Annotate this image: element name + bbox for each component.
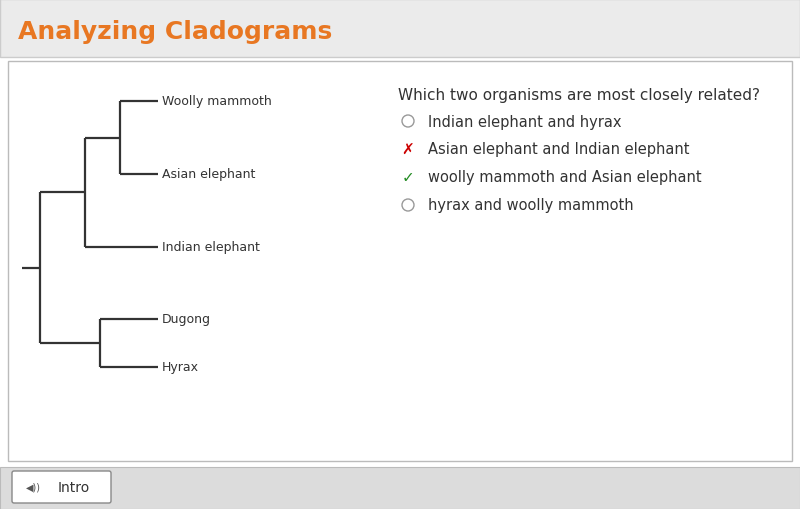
Text: Hyrax: Hyrax (162, 361, 199, 374)
FancyBboxPatch shape (0, 0, 800, 58)
Text: ✗: ✗ (402, 142, 414, 157)
Text: ◀)): ◀)) (26, 482, 41, 492)
Text: Asian elephant and Indian elephant: Asian elephant and Indian elephant (428, 142, 690, 157)
Text: Indian elephant and hyrax: Indian elephant and hyrax (428, 115, 622, 129)
FancyBboxPatch shape (8, 62, 792, 461)
Text: Analyzing Cladograms: Analyzing Cladograms (18, 20, 332, 44)
Text: woolly mammoth and Asian elephant: woolly mammoth and Asian elephant (428, 170, 702, 185)
Text: ✓: ✓ (402, 170, 414, 185)
Text: hyrax and woolly mammoth: hyrax and woolly mammoth (428, 198, 634, 213)
Text: Which two organisms are most closely related?: Which two organisms are most closely rel… (398, 88, 760, 103)
Text: Asian elephant: Asian elephant (162, 168, 255, 181)
FancyBboxPatch shape (12, 471, 111, 503)
Text: Woolly mammoth: Woolly mammoth (162, 95, 272, 108)
Text: Indian elephant: Indian elephant (162, 241, 260, 254)
Text: Intro: Intro (58, 480, 90, 494)
Text: Dugong: Dugong (162, 313, 211, 326)
FancyBboxPatch shape (0, 467, 800, 509)
